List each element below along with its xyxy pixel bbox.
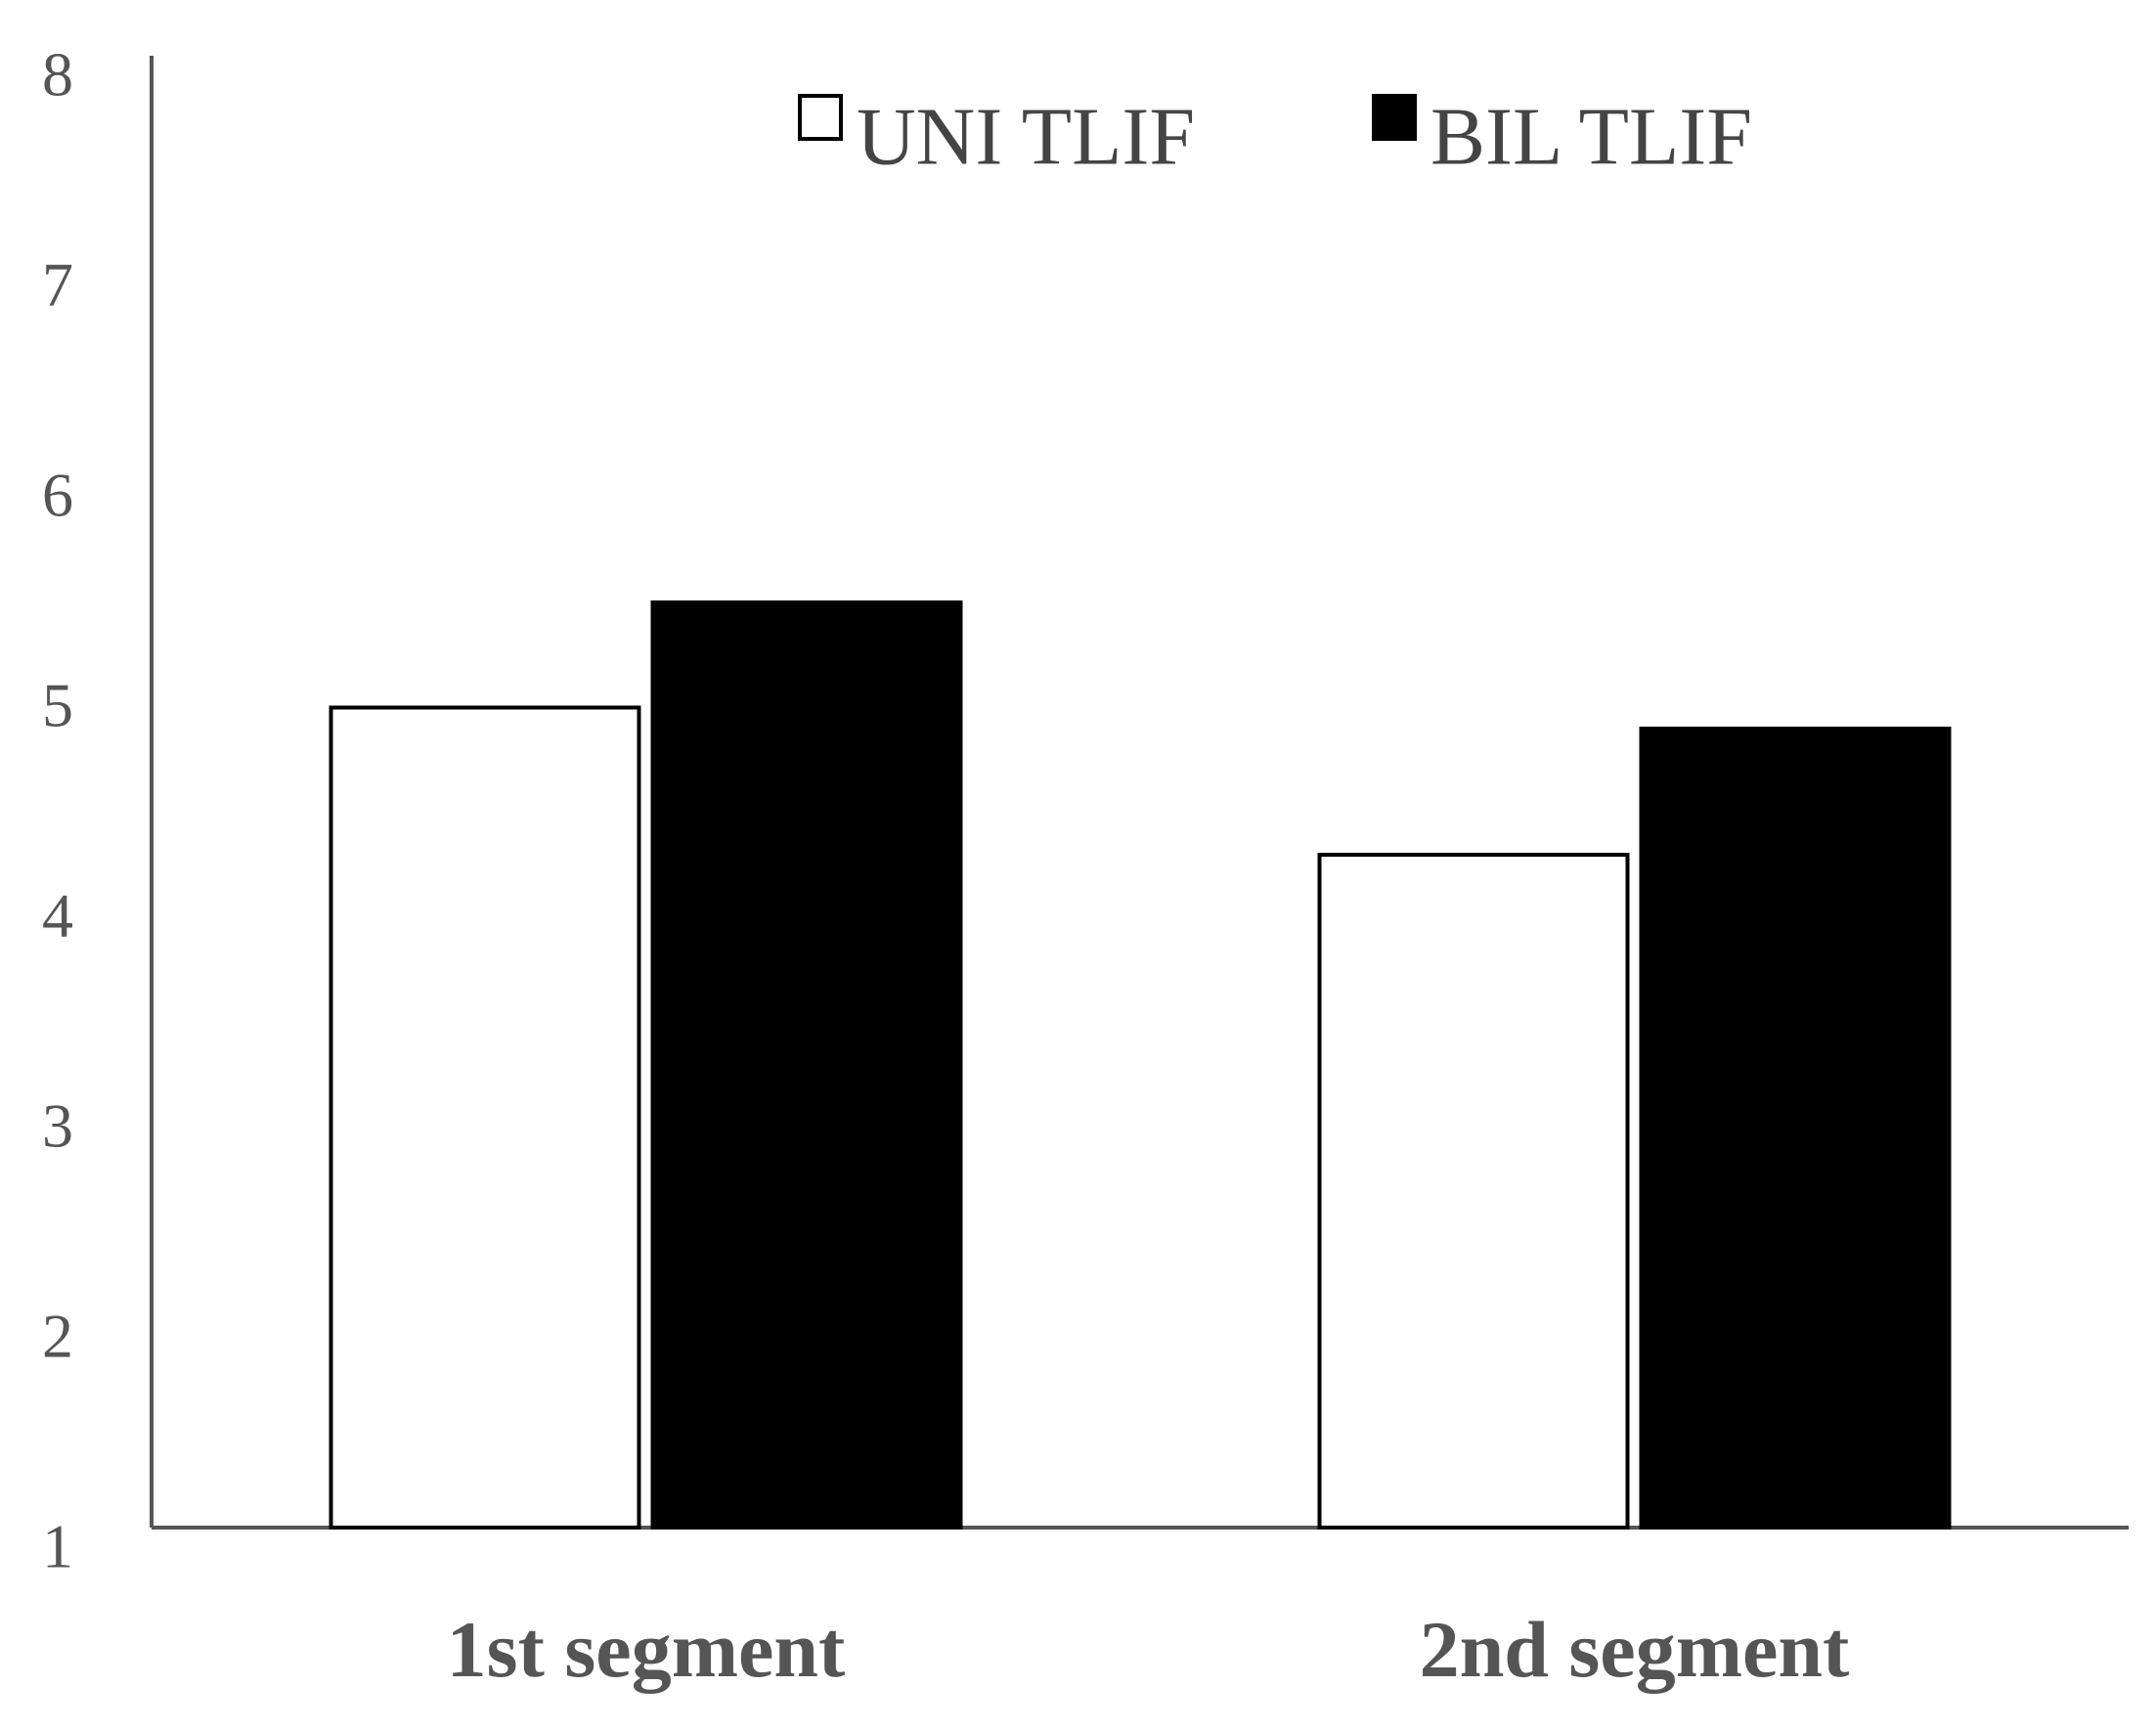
x-tick-label: 2nd segment (1420, 1605, 1850, 1694)
legend-label: BIL TLIF (1430, 91, 1752, 182)
y-tick-label: 2 (42, 1302, 73, 1371)
x-tick-label: 1st segment (447, 1605, 846, 1694)
y-tick-label: 8 (42, 40, 73, 110)
y-tick-label: 4 (42, 881, 73, 951)
y-tick-label: 1 (42, 1512, 73, 1581)
y-tick-label: 6 (42, 461, 73, 530)
y-tick-label: 5 (42, 671, 73, 740)
bar (1317, 853, 1630, 1530)
legend-label: UNI TLIF (857, 91, 1195, 182)
bar (650, 600, 963, 1530)
bar (329, 705, 641, 1530)
bar (1639, 727, 1952, 1530)
legend-swatch (1372, 94, 1417, 141)
y-tick-label: 3 (42, 1091, 73, 1161)
y-tick-label: 7 (42, 250, 73, 320)
legend-swatch (798, 94, 843, 141)
